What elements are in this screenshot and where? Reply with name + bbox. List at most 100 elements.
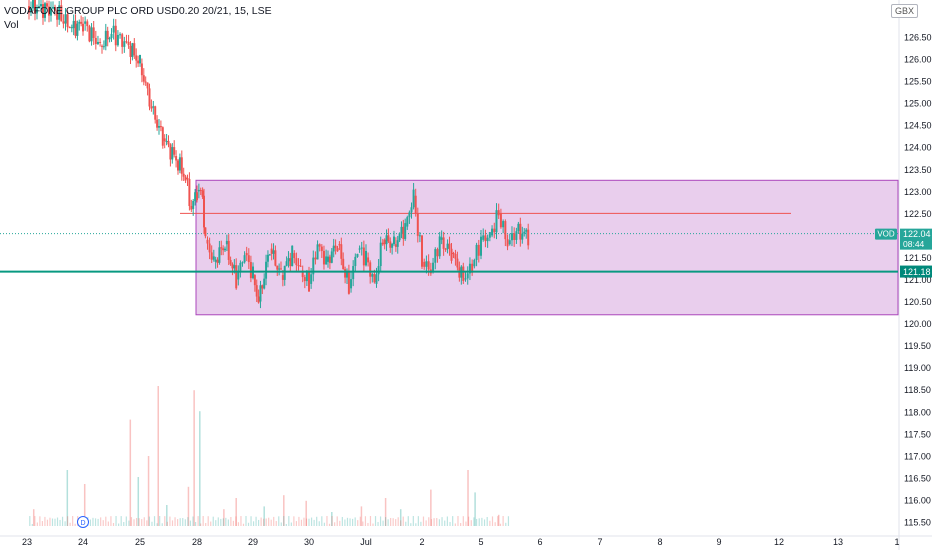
candle-body [194, 192, 197, 201]
volume-bar [385, 517, 387, 526]
symbol-title[interactable]: VODAFONE GROUP PLC ORD USD0.20 20/21, 15… [4, 5, 272, 17]
volume-bar [344, 519, 346, 526]
x-tick-label: 30 [304, 537, 314, 547]
volume-bar [146, 520, 148, 526]
volume-bar [341, 516, 343, 526]
volume-bar [446, 516, 448, 526]
candle-body [408, 212, 411, 218]
candle-body [60, 5, 63, 22]
candle-body [444, 248, 447, 250]
volume-bar [430, 519, 433, 526]
candle-body [523, 231, 526, 234]
volume-bar [235, 516, 237, 526]
candle-body [519, 223, 522, 240]
candle-body [66, 14, 69, 28]
candle-body [186, 178, 189, 180]
volume-bar [481, 517, 483, 526]
candle-body [208, 243, 211, 253]
candle-body [508, 240, 511, 245]
volume-bar [107, 521, 109, 526]
range-box [195, 179, 899, 316]
volume-bar [300, 519, 303, 526]
volume-label[interactable]: Vol [4, 19, 19, 31]
volume-bar [478, 518, 480, 526]
volume-bar [449, 521, 451, 526]
volume-bar [197, 516, 199, 526]
volume-bar [285, 523, 287, 526]
candle-body [314, 257, 317, 260]
volume-bar [310, 517, 313, 526]
x-tick-label: 28 [192, 537, 202, 547]
volume-bar [161, 523, 163, 526]
candle-body [243, 255, 246, 263]
candle-body [358, 248, 361, 250]
candle-body [283, 265, 286, 280]
symbol-tag [875, 228, 897, 240]
candle-body [196, 192, 198, 201]
volume-bar [194, 522, 197, 526]
volume-bar [387, 519, 389, 526]
candle-body [227, 240, 230, 260]
candle-body [80, 21, 83, 24]
volume-bar [270, 519, 272, 526]
candle-body [402, 226, 405, 239]
y-tick-label: 116.00 [904, 495, 931, 505]
volume-bar [362, 521, 364, 526]
volume-bar [331, 516, 333, 526]
volume-bar [305, 500, 307, 526]
candle-body [410, 207, 413, 213]
volume-bar [125, 516, 127, 526]
candle-body [468, 263, 471, 274]
candle-body [30, 8, 32, 13]
volume-bar [263, 506, 265, 526]
volume-bar [102, 520, 104, 526]
candle-body [491, 228, 494, 236]
volume-bar [354, 517, 356, 526]
candle-body [371, 274, 374, 277]
candle-body [42, 4, 44, 18]
candle-body [237, 270, 240, 280]
candle-body [285, 261, 288, 266]
candle-body [442, 237, 445, 249]
volume-bar [31, 523, 33, 526]
volume-bar [428, 517, 430, 526]
y-tick-label: 121.50 [904, 253, 932, 263]
volume-bar [159, 516, 161, 526]
volume-bar [275, 521, 277, 526]
candle-body [50, 8, 52, 16]
candle-body [84, 21, 87, 24]
y-tick-label: 123.00 [904, 187, 932, 197]
volume-bar [462, 516, 464, 526]
volume-bar [483, 519, 486, 526]
volume-bar [39, 516, 41, 526]
candle-body [68, 27, 71, 29]
x-tick-label: 5 [478, 537, 483, 547]
y-tick-label: 118.50 [904, 385, 931, 395]
volume-bar [507, 516, 510, 526]
candle-body [135, 55, 138, 61]
candle-body [379, 242, 382, 267]
last-price-tag [900, 228, 932, 250]
volume-bar [227, 519, 229, 526]
currency-badge[interactable]: GBX [890, 4, 918, 18]
candle-body [249, 262, 252, 279]
candle-body [446, 243, 449, 250]
y-tick-label: 124.50 [904, 121, 932, 131]
candle-body [312, 257, 315, 275]
candle-body [338, 244, 341, 246]
y-tick-label: 116.50 [904, 473, 931, 483]
volume-bar [72, 516, 74, 526]
volume-bar [497, 514, 500, 526]
volume-bar [441, 517, 443, 526]
candle-body [182, 173, 185, 177]
candle-body [94, 37, 97, 44]
volume-bar [174, 517, 176, 526]
candle-body [440, 237, 443, 240]
candle-body [154, 106, 157, 120]
y-tick-label: 125.00 [904, 99, 932, 109]
volume-bar [230, 516, 232, 526]
candle-body [106, 30, 109, 40]
volume-bar [171, 520, 174, 526]
